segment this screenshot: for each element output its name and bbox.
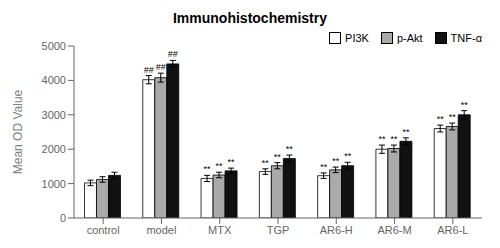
html-text:p-Akt: p-Akt bbox=[396, 32, 423, 44]
svg-text:AR6-M: AR6-M bbox=[377, 224, 411, 236]
svg-text:**: ** bbox=[449, 112, 457, 122]
svg-text:3000: 3000 bbox=[42, 109, 66, 121]
svg-text:**: ** bbox=[228, 157, 236, 167]
svg-text:**: ** bbox=[216, 161, 224, 171]
svg-text:**: ** bbox=[274, 152, 282, 162]
svg-text:**: ** bbox=[286, 144, 294, 154]
svg-text:##: ## bbox=[168, 49, 178, 59]
svg-text:0: 0 bbox=[60, 212, 66, 224]
svg-text:control: control bbox=[87, 224, 120, 236]
svg-text:2000: 2000 bbox=[42, 143, 66, 155]
svg-text:AR6-H: AR6-H bbox=[320, 224, 353, 236]
svg-text:##: ## bbox=[144, 65, 154, 75]
svg-text:AR6-L: AR6-L bbox=[437, 224, 468, 236]
svg-text:**: ** bbox=[320, 162, 328, 172]
html-text:TNF-α: TNF-α bbox=[450, 32, 482, 44]
svg-text:**: ** bbox=[390, 134, 398, 144]
svg-text:**: ** bbox=[461, 100, 469, 110]
svg-text:**: ** bbox=[402, 127, 410, 137]
svg-text:MTX: MTX bbox=[208, 224, 232, 236]
svg-text:**: ** bbox=[344, 151, 352, 161]
svg-text:4000: 4000 bbox=[42, 74, 66, 86]
svg-text:5000: 5000 bbox=[42, 40, 66, 52]
svg-text:**: ** bbox=[437, 114, 445, 124]
svg-text:##: ## bbox=[156, 62, 166, 72]
svg-text:**: ** bbox=[204, 164, 212, 174]
svg-text:TGP: TGP bbox=[267, 224, 290, 236]
svg-text:Mean OD Value: Mean OD Value bbox=[11, 89, 25, 174]
html-text:Immunohistochemistry: Immunohistochemistry bbox=[173, 10, 327, 26]
svg-text:model: model bbox=[146, 224, 176, 236]
html-text:PI3K: PI3K bbox=[345, 32, 369, 44]
svg-text:**: ** bbox=[378, 134, 386, 144]
svg-text:**: ** bbox=[262, 158, 270, 168]
svg-text:1000: 1000 bbox=[42, 178, 66, 190]
svg-text:**: ** bbox=[332, 156, 340, 166]
